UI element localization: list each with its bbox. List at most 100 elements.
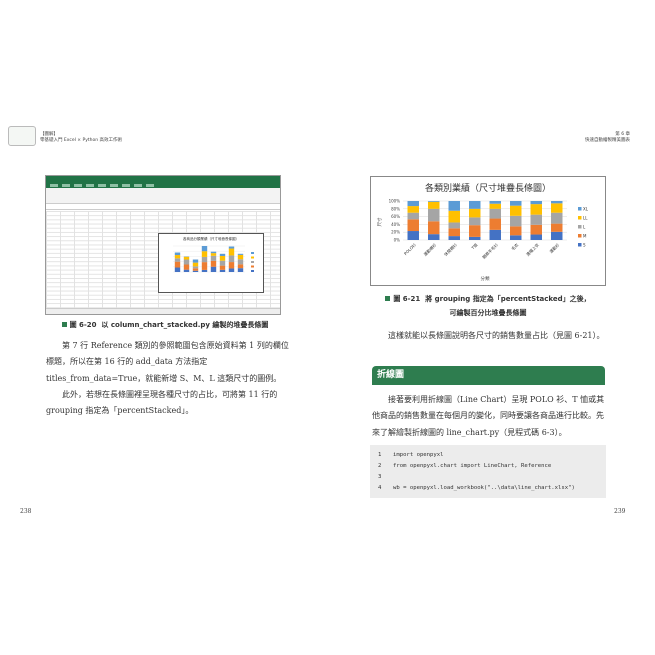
mini-legend-swatch <box>251 270 254 272</box>
bar-segment-LL <box>407 206 419 213</box>
bar-segment-L <box>448 222 460 229</box>
line-number: 2 <box>378 462 382 469</box>
y-tick-label: 20% <box>391 230 400 235</box>
percent-stacked-chart: 各類別業績（尺寸堆疊長條圖） 0% 20% 40% 60% 80% 100% 尺寸 POLO衫運… <box>370 176 606 286</box>
bar-segment-LL <box>469 208 481 218</box>
mini-bar-segment <box>219 255 226 261</box>
mini-bar-segment <box>183 269 190 272</box>
mini-bar-segment <box>210 251 217 254</box>
legend-swatch <box>578 207 582 211</box>
sheet-tabs <box>46 308 280 314</box>
ribbon <box>46 188 280 204</box>
bar-segment-S <box>530 234 542 240</box>
mini-bar-segment <box>237 253 244 255</box>
y-tick-label: 100% <box>389 199 401 204</box>
paragraph: 第 7 行 Reference 類別的參照範圍包含原始資料第 1 列的欄位標題，… <box>46 341 289 383</box>
caption-number: 圖 6-20 <box>69 321 97 329</box>
code-listing: 1 import openpyxl 2 from openpyxl.chart im… <box>370 445 606 498</box>
mini-chart-plot <box>173 245 254 273</box>
x-tick-label: 運動衫 <box>548 241 561 254</box>
x-tick-label: 休閒襯衫 <box>442 241 458 257</box>
mini-bar-segment <box>237 264 244 269</box>
bar-segment-S <box>489 229 501 240</box>
bar-segment-S <box>469 236 481 240</box>
mini-bar-segment <box>228 268 235 272</box>
mini-bar-segment <box>219 265 226 270</box>
bar-segment-LL <box>489 203 501 209</box>
y-tick-label: 40% <box>391 222 400 227</box>
code-line: 3 <box>378 471 606 482</box>
legend-label: M <box>583 234 587 239</box>
code-line: 1 import openpyxl <box>378 449 606 460</box>
mini-bar-segment <box>192 259 199 263</box>
mini-bar-segment <box>192 262 199 267</box>
x-tick-label: 連帽上衣 <box>524 241 540 257</box>
mini-bar-segment <box>174 261 181 268</box>
mini-bar-segment <box>201 246 208 252</box>
mini-bar-segment <box>201 251 208 257</box>
bar-segment-XL <box>407 201 419 207</box>
paragraph: 接著要利用折線圖（Line Chart）呈現 POLO 衫、T 恤或其他商品的銷… <box>372 395 605 437</box>
mini-legend-swatch <box>251 252 254 254</box>
legend-swatch <box>578 234 582 238</box>
legend-swatch <box>578 216 582 220</box>
mini-bar-segment <box>219 253 226 256</box>
code-text: import openpyxl <box>393 451 444 458</box>
mini-bar-segment <box>228 262 235 269</box>
mini-bar-segment <box>210 260 217 267</box>
line-number: 4 <box>378 484 382 491</box>
bar-segment-XL <box>510 201 522 206</box>
mini-bar-segment <box>237 259 244 265</box>
mini-legend-swatch <box>251 256 254 259</box>
x-tick-label: 運動襯衫 <box>422 241 438 257</box>
mini-bar-segment <box>192 268 199 271</box>
mini-bar-segment <box>219 260 226 266</box>
bar-segment-L <box>551 212 563 224</box>
code-text: from openpyxl.chart import LineChart, Re… <box>393 462 552 469</box>
bar-segment-LL <box>448 210 460 223</box>
paragraph: 這樣就能以長條圖說明各尺寸的銷售數量占比（見圖 6-21）。 <box>388 331 605 340</box>
excel-title-bar <box>46 176 280 183</box>
legend-label: LL <box>583 216 588 221</box>
formula-bar <box>46 204 280 210</box>
bar-segment-XL <box>428 201 440 202</box>
x-tick-label: 開襟羊毛衫 <box>481 241 499 259</box>
figure-caption-6-21: 圖 6-21 將 grouping 指定為「percentStacked」之後，… <box>370 292 606 320</box>
book-title: 零基礎入門 Excel × Python 高效工作術 <box>40 138 123 143</box>
x-tick-label: 毛衣 <box>510 241 520 251</box>
chapter-number: 第 6 章 <box>615 132 630 137</box>
mini-bar-segment <box>237 254 244 260</box>
caption-line1: 將 grouping 指定為「percentStacked」之後， <box>425 295 591 303</box>
mini-legend-swatch <box>251 261 254 263</box>
code-line: 2 from openpyxl.chart import LineChart, R… <box>378 460 606 471</box>
mini-bar-segment <box>174 255 181 259</box>
figure-caption-6-20: 圖 6-20 以 column_chart_stacked.py 繪製的堆疊長條… <box>40 318 290 332</box>
mini-bar-segment <box>201 256 208 263</box>
mini-bar-segment <box>174 258 181 262</box>
legend-label: L <box>583 225 586 230</box>
bar-segment-M <box>407 219 419 232</box>
bar-segment-LL <box>530 204 542 215</box>
y-tick-label: 60% <box>391 214 400 219</box>
page-number: 239 <box>614 508 626 515</box>
caption-marker-icon <box>385 296 391 301</box>
mini-bar-segment <box>201 269 208 272</box>
bar-segment-S <box>407 231 419 240</box>
y-axis-label: 尺寸 <box>376 217 383 226</box>
bar-segment-S <box>510 235 522 240</box>
book-logo-icon <box>8 126 36 146</box>
bar-segment-S <box>448 236 460 240</box>
caption-marker-icon <box>61 322 67 327</box>
bar-segment-L <box>407 212 419 220</box>
ribbon-tabs <box>46 183 280 188</box>
caption-text: 以 column_chart_stacked.py 繪製的堆疊長條圖 <box>101 321 269 329</box>
chart-svg: 各類別業績（尺寸堆疊長條圖）0%20%40%60%80%100%尺寸POLO衫運… <box>376 182 589 282</box>
mini-bar-segment <box>219 269 226 272</box>
bar-segment-XL <box>448 201 460 211</box>
mini-bar-segment <box>183 259 190 265</box>
left-header: 【圖解】 零基礎入門 Excel × Python 高效工作術 <box>40 132 122 144</box>
caption-number: 圖 6-21 <box>393 295 421 303</box>
mini-bar-segment <box>210 255 217 261</box>
mini-bar-segment <box>183 264 190 270</box>
bar-segment-M <box>510 226 522 236</box>
